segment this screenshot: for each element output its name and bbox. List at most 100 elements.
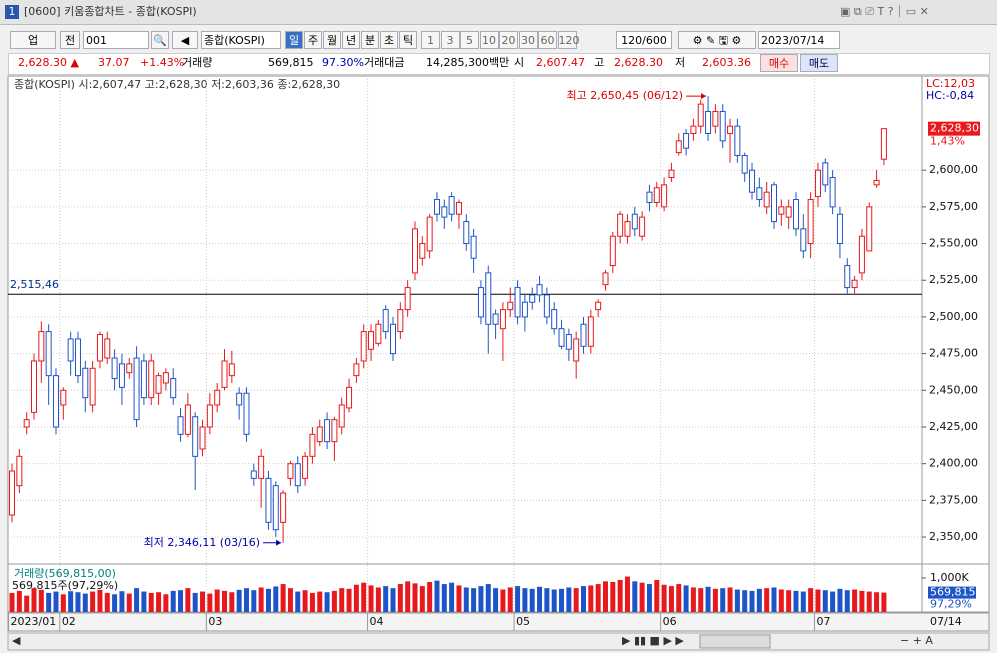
count[interactable]: 120/600 [616,31,672,49]
arrow-head [276,539,282,546]
volume-bar [390,588,396,612]
candle-body [712,110,719,127]
candle-body [338,404,345,428]
candle-body [206,404,213,428]
candle-body [565,334,572,350]
volume-bar [38,589,44,612]
info-amount: 14,285,300백만 [426,56,510,69]
volume-bar [156,592,162,612]
scroll-thumb[interactable] [699,634,771,649]
volume-bar [258,587,264,612]
volume-bar [573,588,579,612]
y-tick-label: 2,525,00 [929,273,978,286]
volume-bar [859,590,865,612]
last-rate: 1,43% [930,135,965,148]
interval-button[interactable]: 3 [440,31,460,49]
interval-button[interactable]: 120 [557,31,580,49]
info-label: 거래대금 [364,56,405,69]
candle-body [89,367,96,406]
candle-body [514,287,521,318]
volume-bar [60,594,66,612]
candle-body [426,216,433,252]
plot-area [7,75,923,613]
candle-body [184,404,191,435]
volume-bar [507,587,513,612]
candle-body [749,169,756,193]
date[interactable]: 2023/07/14 [758,31,840,49]
volume-bar [309,592,315,612]
candle-body [639,216,646,237]
period-button[interactable]: 일 [285,31,303,49]
candle-body [829,177,836,208]
info-label: 고 [594,56,605,69]
search[interactable]: 🔍 [151,31,169,49]
tools[interactable]: ⚙ ✎ 🖫 ⚙ [678,31,756,49]
volume-bar [273,586,279,612]
candle-body [258,455,265,479]
candle-body [800,228,807,252]
interval-button[interactable]: 10 [479,31,499,49]
period-button[interactable]: 틱 [399,31,417,49]
period-button[interactable]: 분 [361,31,379,49]
last-volume-rate: 97,29% [930,598,972,611]
candle-body [104,338,111,359]
reference-label: 2,515,46 [10,278,59,291]
zoom-controls[interactable]: − + A [900,634,933,647]
volume-bar [734,589,740,612]
info-change: 37.07 [98,56,130,69]
interval-button[interactable]: 1 [421,31,440,49]
candle-body [624,221,631,237]
sound[interactable]: ◀ [172,31,198,49]
candle-body [162,372,169,384]
candle-body [683,132,690,149]
volume-bar [793,590,799,612]
volume-bar [676,584,682,612]
volume-bar [881,592,887,612]
period-button[interactable]: 주 [304,31,322,49]
candle-body [822,162,829,186]
scrollbar[interactable] [7,632,990,651]
volume-bar [16,590,22,612]
interval-button[interactable]: 30 [518,31,538,49]
candle-body [778,206,785,215]
interval-button[interactable]: 20 [499,31,518,49]
sell-button[interactable]: 매도 [800,54,838,72]
volume-bar [214,589,220,612]
volume-bar [610,582,616,612]
period-button[interactable]: 월 [323,31,341,49]
candle-body [324,419,331,443]
volume-bar [53,591,59,612]
volume-bar [148,592,154,612]
candle-body [558,328,565,347]
candle-body [96,334,103,362]
buy-button[interactable]: 매수 [760,54,798,72]
volume-bar [346,588,352,612]
candle-body [192,416,199,457]
candle-body [448,196,455,215]
scroll-controls[interactable]: ▶ ▮▮ ■ ▶ ▶ [622,634,684,647]
candle-body [60,389,67,406]
candle-body [419,243,426,259]
candle-body [719,110,726,142]
window-buttons[interactable]: ▣ ⧉ ⎚ T ? ⏐ ▭ ✕ [840,5,929,18]
candle-body [52,375,59,428]
volume-bar [449,582,455,612]
volume-bar [559,588,565,612]
interval-button[interactable]: 5 [460,31,479,49]
volume-bar [229,592,235,612]
hc-label: HC:-0,84 [926,89,974,102]
range[interactable]: 전 [60,31,80,49]
period-button[interactable]: 년 [342,31,360,49]
market[interactable]: 업 [10,31,56,49]
interval-button[interactable]: 60 [538,31,557,49]
candle-body [31,360,38,413]
scroll-left[interactable]: ◀ [12,634,21,647]
candle-body [529,294,536,303]
code[interactable]: 001 [83,31,149,49]
candle-body [734,125,741,157]
y-tick-label: 2,375,00 [929,493,978,506]
period-button[interactable]: 초 [380,31,398,49]
candle-body [214,389,221,406]
volume-bar [844,590,850,612]
volume-bar [178,590,184,612]
